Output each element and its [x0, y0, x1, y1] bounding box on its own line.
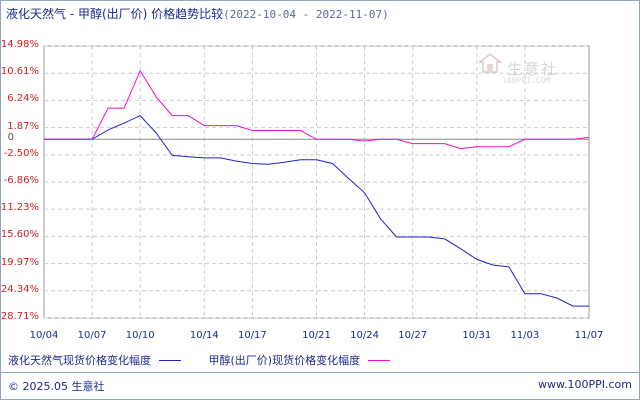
x-tick-label: 11/07 [574, 330, 604, 341]
legend-item-lng: 液化天然气现货价格变化幅度 [8, 352, 181, 368]
y-tick-label: 10.61% [0, 66, 39, 78]
legend-label-lng: 液化天然气现货价格变化幅度 [8, 354, 151, 367]
y-tick-label: 1.87% [7, 120, 39, 132]
legend-label-methanol: 甲醇(出厂价)现货价格变化幅度 [208, 354, 361, 367]
x-tick-label: 10/04 [29, 330, 59, 341]
x-tick-label: 10/27 [398, 330, 428, 341]
legend-swatch-methanol [368, 359, 391, 361]
x-tick-label: 10/07 [77, 330, 107, 341]
x-tick-label: 10/17 [237, 330, 267, 341]
y-tick-label: 6.24% [7, 93, 39, 105]
footer-website-link[interactable]: www.100PPI.com [538, 378, 632, 391]
y-tick-label: -2.50% [3, 147, 39, 159]
y-tick-label: 0 [7, 132, 14, 144]
series-line-lng [44, 114, 589, 307]
y-tick-label: -28.71% [0, 311, 39, 322]
x-tick-label: 10/10 [125, 330, 155, 341]
y-tick-label: -11.23% [0, 202, 39, 214]
x-tick-label: 10/31 [462, 330, 492, 341]
x-tick-label: 11/03 [510, 330, 540, 341]
chart-date-range: (2022-10-04 - 2022-11-07) [223, 8, 389, 21]
x-tick-label: 10/21 [302, 330, 331, 341]
footer-divider [0, 372, 640, 373]
x-tick-label: 10/14 [189, 330, 219, 341]
y-tick-label: -6.86% [3, 174, 39, 186]
chart-title: 液化天然气 - 甲醇(出厂价) 价格趋势比较(2022-10-04 - 2022… [6, 5, 389, 22]
y-tick-label: 14.98% [0, 39, 39, 50]
house-icon [477, 53, 503, 73]
watermark-subtext: 100PPI.COM [502, 76, 551, 85]
y-tick-label: -24.34% [0, 283, 39, 295]
x-tick-label: 10/24 [350, 330, 379, 341]
legend-swatch-lng [159, 359, 181, 361]
y-tick-label: -19.97% [0, 256, 39, 268]
series-line-methanol [44, 69, 590, 150]
legend: 液化天然气现货价格变化幅度 甲醇(出厂价)现货价格变化幅度 [8, 352, 414, 368]
chart-title-text: 液化天然气 - 甲醇(出厂价) 价格趋势比较 [6, 7, 224, 21]
footer-copyright: © 2025.05 生意社 [8, 380, 105, 393]
legend-item-methanol: 甲醇(出厂价)现货价格变化幅度 [209, 352, 391, 368]
y-tick-label: -15.60% [0, 229, 39, 241]
